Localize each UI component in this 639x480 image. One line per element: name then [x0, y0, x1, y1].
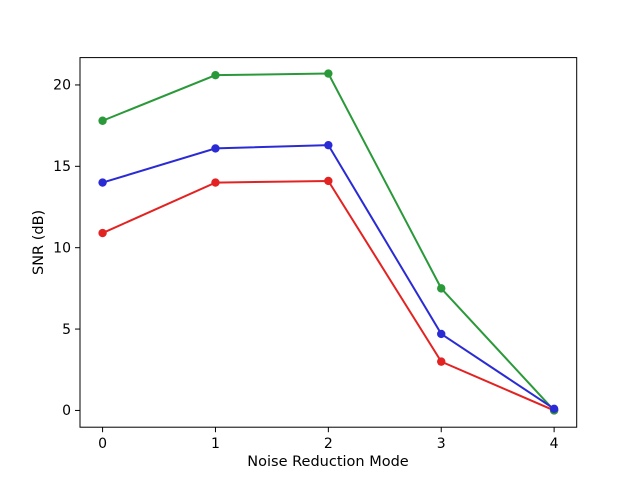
data-point-red-x1 [211, 178, 220, 187]
data-point-red-x2 [324, 176, 333, 186]
data-point-blue-x2 [324, 140, 333, 150]
data-point-red-x0 [98, 228, 107, 238]
y-tick-label-10: 10 [53, 240, 71, 256]
data-point-green-x3 [437, 284, 446, 293]
y-axis-label: SNR (dB) [31, 210, 47, 275]
x-tick-label-2: 2 [324, 436, 333, 452]
data-point-blue-x4 [549, 404, 559, 414]
y-tick-label-20: 20 [53, 78, 71, 94]
data-point-green-x0 [98, 116, 107, 125]
data-point-red-x3 [437, 357, 446, 366]
data-point-blue-x3 [437, 329, 446, 339]
data-point-blue-x0 [98, 178, 107, 187]
x-tick-label-0: 0 [98, 436, 107, 452]
series-line-red [102, 179, 555, 412]
data-point-green-x2 [324, 69, 333, 78]
x-tick-label-1: 1 [211, 436, 220, 452]
x-tick-label-3: 3 [437, 436, 446, 452]
data-point-blue-x1 [211, 144, 220, 153]
series-line-green [102, 72, 555, 412]
x-axis-label: Noise Reduction Mode [247, 454, 409, 470]
data-point-green-x1 [211, 70, 220, 80]
y-tick-label-15: 15 [53, 159, 71, 175]
plot-area: 0 1 2 3 4 0 5 10 15 20 [53, 57, 578, 452]
y-tick-label-5: 5 [62, 322, 71, 338]
axes-frame [79, 57, 578, 428]
x-tick-label-4: 4 [550, 436, 559, 452]
y-tick-label-0: 0 [62, 403, 71, 419]
